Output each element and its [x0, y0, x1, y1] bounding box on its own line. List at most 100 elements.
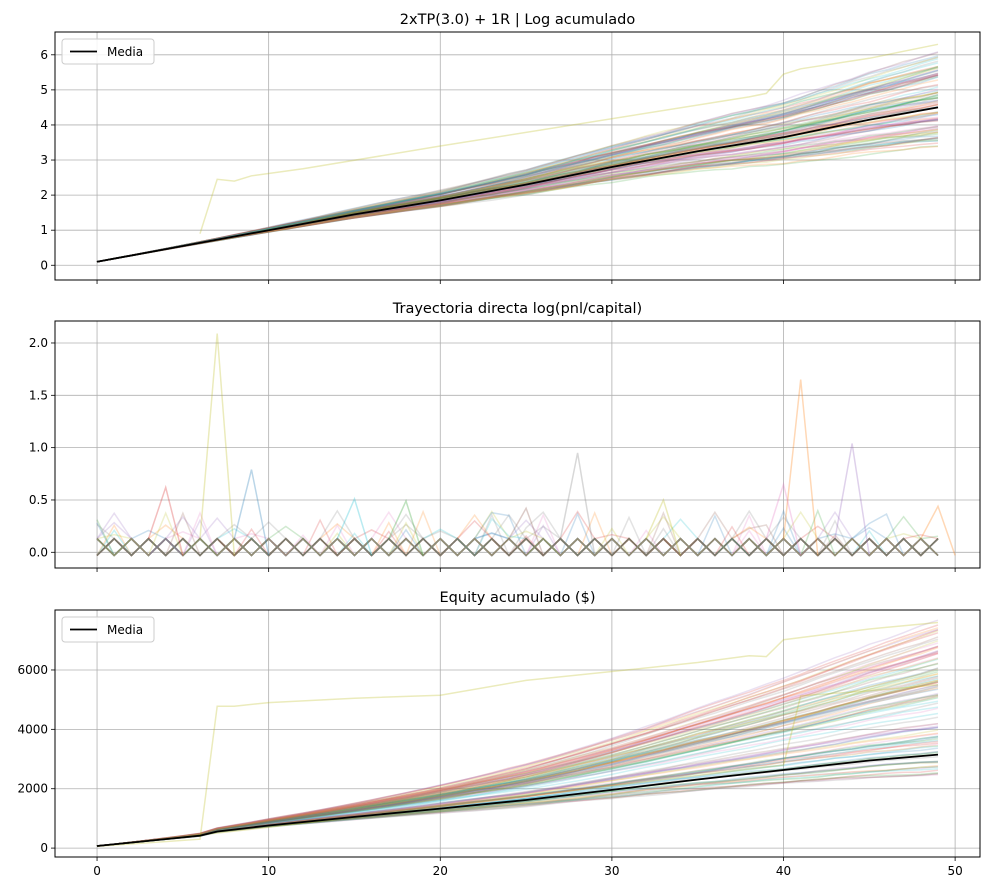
trajectory-line: [96, 537, 939, 557]
y-tick-label: 4: [40, 118, 48, 132]
y-tick-label: 0: [40, 841, 48, 855]
axes-frame: [54, 320, 981, 569]
trajectory-line: [96, 513, 939, 557]
y-tick-label: 2.0: [29, 336, 48, 350]
trajectory-line: [96, 509, 939, 557]
y-tick-label: 4000: [17, 722, 48, 736]
x-tick-label: 40: [776, 864, 791, 878]
x-tick-label: 0: [93, 864, 101, 878]
trajectory-line: [96, 139, 939, 263]
trajectory-line: [96, 652, 939, 847]
trajectory-line: [96, 640, 939, 847]
trajectory-line: [96, 131, 939, 263]
trajectory-line: [96, 642, 939, 847]
trajectory-line: [96, 529, 939, 557]
y-tick-label: 2: [40, 188, 48, 202]
trajectory-line: [96, 679, 939, 847]
trajectory-spike: [645, 497, 682, 556]
trajectory-line: [96, 645, 939, 847]
trajectory-line: [96, 673, 939, 847]
trajectory-line: [96, 513, 939, 557]
trajectory-line: [96, 69, 939, 263]
trajectory-line: [96, 139, 939, 263]
plot-area: [96, 333, 956, 558]
trajectory-line: [96, 650, 939, 847]
y-tick-label: 2000: [17, 782, 48, 796]
trajectory-spike: [508, 506, 544, 556]
trajectory-line: [96, 537, 939, 557]
trajectory-line: [96, 695, 939, 847]
trajectory-line: [96, 139, 939, 263]
trajectory-line: [96, 518, 939, 557]
trajectory-line: [96, 510, 939, 557]
trajectory-line: [96, 529, 939, 557]
trajectory-outlier: [96, 684, 939, 848]
mean-line: [96, 106, 939, 263]
axes-frame: [54, 31, 981, 281]
trajectory-line: [96, 627, 939, 847]
trajectory-line: [96, 55, 939, 263]
subplot-2: 0.0 0.5 1.0 1.5 2.0 Trayectoria directa log(p…: [29, 301, 981, 572]
trajectory-outlier: [96, 621, 939, 848]
trajectory-line: [96, 685, 939, 847]
x-tick-label: 50: [947, 864, 962, 878]
trajectory-line: [96, 62, 939, 263]
trajectory-line: [96, 722, 939, 847]
y-tick-label: 0.0: [29, 545, 48, 559]
legend-box: [61, 616, 155, 643]
subplot-3: 0 10 20 30 40 50 0 2000 4000 6000 Equity acumulado…: [17, 590, 981, 878]
trajectory-line: [96, 145, 939, 263]
y-tick-label: 1.0: [29, 441, 48, 455]
y-tick-label: 5: [40, 83, 48, 97]
trajectory-line: [96, 510, 939, 557]
trajectory-line: [96, 72, 939, 263]
trajectory-line: [96, 645, 939, 847]
trajectory-line: [96, 652, 939, 847]
trajectory-spike: [920, 504, 956, 556]
subplot-1: 0 1 2 3 4 5 6 2xTP(3.0) + 1R | Log acumulado Med…: [40, 12, 981, 284]
legend-label: Media: [107, 45, 143, 59]
trajectory-line: [96, 65, 939, 263]
trajectory-line: [96, 515, 939, 557]
trajectory-line: [96, 638, 939, 847]
x-tick-label: 20: [433, 864, 448, 878]
y-tick-label: 0.5: [29, 493, 48, 507]
trajectory-line: [96, 66, 939, 263]
trajectory-line: [96, 511, 939, 557]
legend: Media: [61, 38, 155, 65]
trajectory-line: [96, 519, 939, 557]
trajectory-spike: [765, 481, 802, 556]
legend-label: Media: [107, 623, 143, 637]
trajectory-line: [96, 67, 939, 263]
trajectory-line: [96, 658, 939, 847]
trajectory-line: [96, 537, 939, 557]
trajectory-line: [96, 716, 939, 847]
subplot-title: Equity acumulado ($): [440, 590, 596, 606]
trajectory-line: [96, 66, 939, 263]
trajectory-line: [96, 726, 939, 847]
y-tick-label: 3: [40, 153, 48, 167]
trajectory-line: [96, 515, 939, 557]
trajectory-line: [96, 650, 939, 847]
x-tick-label: 10: [261, 864, 276, 878]
trajectory-line: [96, 636, 939, 847]
trajectory-line: [96, 681, 939, 847]
trajectory-line: [96, 138, 939, 263]
trajectory-line: [96, 530, 939, 557]
trajectory-line: [96, 521, 939, 557]
trajectory-line: [96, 528, 939, 557]
trajectory-line: [96, 112, 939, 263]
trajectory-line: [96, 510, 939, 557]
trajectory-line: [96, 700, 939, 847]
y-tick-label: 0: [40, 258, 48, 272]
trajectory-line: [96, 510, 939, 557]
subplot-title: Trayectoria directa log(pnl/capital): [392, 301, 642, 317]
trajectory-line: [96, 529, 939, 557]
trajectory-line: [96, 688, 939, 847]
trajectory-line: [96, 514, 939, 557]
trajectory-spike: [388, 498, 424, 556]
trajectory-line: [96, 649, 939, 847]
trajectory-line: [96, 684, 939, 847]
trajectory-line: [96, 675, 939, 847]
trajectory-outlier: [199, 43, 939, 234]
